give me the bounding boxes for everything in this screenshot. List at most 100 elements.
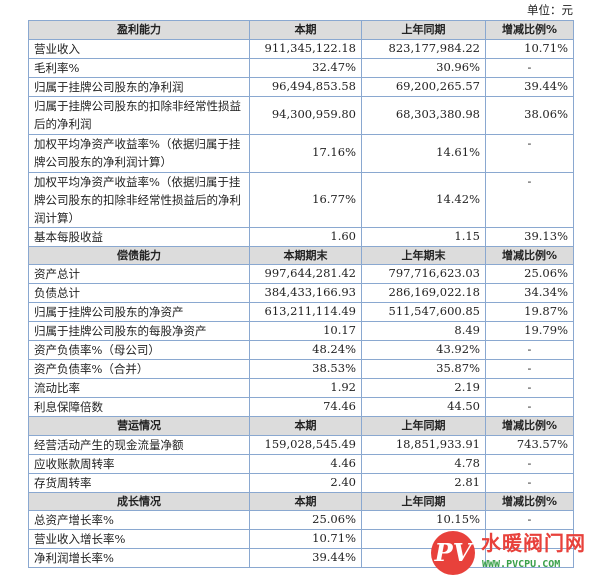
table-row: 加权平均净资产收益率%（依据归属于挂牌公司股东的净利润计算） 17.16% 14.6… — [28, 133, 574, 173]
column-header: 上年期末 — [361, 245, 486, 265]
change-percent: 743.57% — [485, 434, 574, 455]
table-row: 归属于挂牌公司股东的每股净资产 10.17 8.49 19.79% — [28, 321, 574, 341]
column-header: 盈利能力 — [28, 20, 250, 40]
current-value: 4.46 — [249, 453, 362, 474]
previous-value: 30.96% — [361, 57, 486, 78]
change-percent: - — [485, 453, 574, 474]
table-row: 利息保障倍数 74.46 44.50- — [28, 397, 574, 417]
pv-logo-icon: PV — [431, 531, 475, 575]
change-percent: 39.44% — [485, 76, 574, 97]
current-value: 96,494,853.58 — [249, 76, 362, 97]
column-header: 偿债能力 — [28, 245, 250, 265]
previous-value: 823,177,984.22 — [361, 38, 486, 59]
current-value: 48.24% — [249, 340, 362, 360]
row-label: 营业收入增长率% — [28, 529, 250, 549]
change-percent: 38.06% — [485, 95, 574, 135]
current-value: 94,300,959.80 — [249, 95, 362, 135]
row-label: 负债总计 — [28, 283, 250, 303]
table-row: 归属于挂牌公司股东的净资产 613,211,114.49 511,547,600.8… — [28, 302, 574, 322]
previous-value: 14.42% — [361, 171, 486, 228]
table-row: 负债总计 384,433,166.93 286,169,022.18 34.34% — [28, 283, 574, 303]
change-percent: 10.71% — [485, 38, 574, 59]
section-header-row: 偿债能力 本期期末 上年期末 增减比例% — [28, 245, 574, 265]
change-percent: - — [485, 340, 574, 360]
row-label: 利息保障倍数 — [28, 397, 250, 417]
previous-value: 68,303,380.98 — [361, 95, 486, 135]
change-percent: - — [485, 133, 574, 173]
row-label: 毛利率% — [28, 57, 250, 78]
table-row: 流动比率 1.92 2.19- — [28, 378, 574, 398]
previous-value: 797,716,623.03 — [361, 264, 486, 284]
row-label: 归属于挂牌公司股东的每股净资产 — [28, 321, 250, 341]
table-row: 资产负债率%（母公司） 48.24% 43.92% - — [28, 340, 574, 360]
column-header: 本期 — [249, 416, 362, 436]
table-row: 经营活动产生的现金流量净额 159,028,545.49 18,851,933.91… — [28, 434, 574, 455]
previous-value: 1.15 — [361, 226, 486, 247]
previous-value: 286,169,022.18 — [361, 283, 486, 303]
financial-indicators-table: 盈利能力 本期 上年同期 增减比例% 营业收入 911,345,122.18 823,177… — [28, 20, 574, 568]
section-header-row: 成长情况 本期 上年同期 增减比例% — [28, 491, 574, 511]
row-label: 存货周转率 — [28, 472, 250, 493]
previous-value: 43.92% — [361, 340, 486, 360]
current-value: 159,028,545.49 — [249, 434, 362, 455]
row-label: 经营活动产生的现金流量净额 — [28, 434, 250, 455]
previous-value: 10.15% — [361, 510, 486, 530]
table-row: 应收账款周转率 4.46 4.78- — [28, 453, 574, 474]
table-row: 归属于挂牌公司股东的扣除非经常性损益后的净利润 94,300,959.80 68,3… — [28, 95, 574, 135]
row-label: 资产总计 — [28, 264, 250, 284]
watermark-name: 水暖阀门网 — [481, 531, 586, 555]
row-label: 归属于挂牌公司股东的扣除非经常性损益后的净利润 — [28, 95, 250, 135]
change-percent — [485, 548, 574, 568]
current-value: 2.40 — [249, 472, 362, 493]
table-row: 总资产增长率% 25.06% 10.15% - — [28, 510, 574, 530]
current-value: 32.47% — [249, 57, 362, 78]
row-label: 归属于挂牌公司股东的净利润 — [28, 76, 250, 97]
previous-value: 14.61% — [361, 133, 486, 173]
column-header: 上年同期 — [361, 416, 486, 436]
column-header: 增减比例% — [485, 245, 574, 265]
row-label: 资产负债率%（合并） — [28, 359, 250, 379]
unit-label: 单位：元 — [527, 3, 573, 17]
current-value: 17.16% — [249, 133, 362, 173]
section-header-row: 盈利能力 本期 上年同期 增减比例% — [28, 20, 574, 40]
change-percent: - — [485, 397, 574, 417]
column-header: 营运情况 — [28, 416, 250, 436]
row-label: 净利润增长率% — [28, 548, 250, 568]
table-row: 净利润增长率% 39.44% — [28, 548, 574, 568]
row-label: 加权平均净资产收益率%（依据归属于挂牌公司股东的扣除非经常性损益后的净利润计算） — [28, 171, 250, 228]
current-value: 613,211,114.49 — [249, 302, 362, 322]
current-value: 25.06% — [249, 510, 362, 530]
row-label: 总资产增长率% — [28, 510, 250, 530]
change-percent: - — [485, 57, 574, 78]
previous-value: 2.81 — [361, 472, 486, 493]
table-row: 资产总计 997,644,281.42 797,716,623.03 25.06% — [28, 264, 574, 284]
change-percent: - — [485, 171, 574, 228]
column-header: 本期 — [249, 491, 362, 511]
current-value: 10.17 — [249, 321, 362, 341]
previous-value: 44.50 — [361, 397, 486, 417]
column-header: 上年同期 — [361, 491, 486, 511]
watermark-logo: PV 水暖阀门网 WWW.PVCPU.COM — [425, 531, 600, 577]
previous-value: 8.49 — [361, 321, 486, 341]
previous-value: 69,200,265.57 — [361, 76, 486, 97]
previous-value: 35.87% — [361, 359, 486, 379]
row-label: 归属于挂牌公司股东的净资产 — [28, 302, 250, 322]
table-row: 归属于挂牌公司股东的净利润 96,494,853.58 69,200,265.57 3… — [28, 76, 574, 97]
table-row: 基本每股收益 1.60 1.15 39.13% — [28, 226, 574, 247]
current-value: 997,644,281.42 — [249, 264, 362, 284]
column-header: 本期期末 — [249, 245, 362, 265]
column-header: 增减比例% — [485, 491, 574, 511]
table-row: 存货周转率 2.40 2.81- — [28, 472, 574, 493]
current-value: 39.44% — [249, 548, 362, 568]
previous-value: 2.19 — [361, 378, 486, 398]
column-header: 增减比例% — [485, 416, 574, 436]
change-percent: - — [485, 378, 574, 398]
table-row: 毛利率% 32.47% 30.96% - — [28, 57, 574, 78]
change-percent: - — [485, 472, 574, 493]
row-label: 资产负债率%（母公司） — [28, 340, 250, 360]
change-percent: 19.87% — [485, 302, 574, 322]
current-value: 384,433,166.93 — [249, 283, 362, 303]
current-value: 1.92 — [249, 378, 362, 398]
column-header: 增减比例% — [485, 20, 574, 40]
column-header: 本期 — [249, 20, 362, 40]
